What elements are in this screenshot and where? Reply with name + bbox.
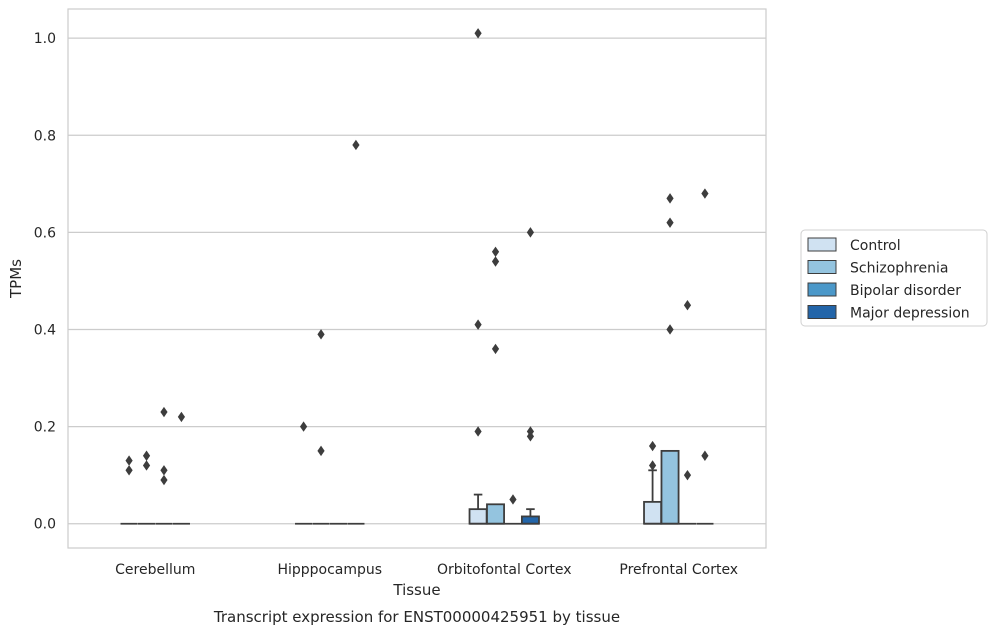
outlier-point — [160, 465, 168, 476]
box-major-depression — [696, 188, 714, 525]
x-tick-label: Cerebellum — [115, 562, 195, 578]
box-control — [120, 455, 138, 525]
outlier-point — [666, 217, 674, 228]
box-bipolar-disorder — [504, 494, 522, 525]
outlier-point — [474, 319, 482, 330]
x-tick-label: Prefrontal Cortex — [619, 562, 738, 578]
box-major-depression — [347, 139, 365, 525]
y-tick-labels: 0.0 0.2 0.4 0.6 0.8 1.0 — [34, 31, 56, 533]
box-body — [486, 503, 505, 525]
outlier-point — [160, 474, 168, 486]
y-tick-label: 0.6 — [34, 225, 56, 241]
outlier-point — [701, 188, 709, 199]
y-axis-label: TPMs — [7, 259, 25, 299]
legend-swatch — [807, 237, 837, 252]
x-tick-label: Hipppocampus — [277, 562, 382, 578]
outlier-point — [683, 300, 692, 311]
outlier-point — [177, 411, 186, 423]
outlier-point — [474, 28, 482, 39]
legend: Control Schizophrenia Bipolar disorder Majo… — [800, 229, 988, 327]
y-tick-label: 1.0 — [34, 31, 56, 47]
outlier-point — [125, 465, 133, 476]
outlier-point — [648, 460, 657, 471]
outlier-point — [666, 324, 674, 335]
box-schizophrenia — [137, 450, 156, 525]
legend-label: Bipolar disorder — [850, 283, 961, 299]
outlier-point — [491, 256, 500, 267]
box-control — [468, 28, 488, 525]
box-schizophrenia — [660, 193, 680, 525]
x-axis-label: Tissue — [392, 581, 440, 599]
box-body — [520, 515, 540, 525]
legend-swatch — [807, 305, 837, 319]
outlier-point — [317, 445, 325, 457]
legend-swatch — [807, 282, 837, 297]
y-tick-label: 0.4 — [34, 322, 56, 338]
box-major-depression — [520, 227, 540, 525]
y-tick-label: 0.8 — [34, 128, 56, 144]
chart-title: Transcript expression for ENST0000042595… — [213, 608, 620, 626]
y-tick-label: 0.0 — [34, 517, 56, 533]
legend-swatch — [807, 260, 837, 274]
outlier-point — [352, 139, 360, 151]
outlier-point — [142, 460, 151, 471]
outlier-point — [160, 406, 168, 418]
outlier-point — [474, 426, 482, 437]
legend-frame — [800, 229, 988, 327]
box-body — [468, 508, 488, 525]
outlier-point — [648, 440, 657, 452]
box-body — [643, 500, 663, 525]
box-schizophrenia — [312, 329, 330, 525]
outlier-point — [683, 469, 692, 481]
legend-label: Control — [850, 238, 901, 254]
plot-frame — [67, 8, 767, 549]
y-tick-label: 0.2 — [34, 420, 56, 436]
outlier-point — [526, 426, 535, 437]
box-schizophrenia — [486, 246, 505, 525]
x-tick-label: Orbitofontal Cortex — [437, 562, 572, 578]
outlier-point — [142, 450, 151, 461]
outlier-point — [491, 246, 500, 257]
box-major-depression — [172, 411, 190, 525]
legend-label: Major depression — [850, 306, 970, 322]
box-plots — [120, 28, 714, 525]
outlier-point — [491, 343, 500, 355]
outlier-point — [701, 450, 709, 461]
x-tick-labels: Cerebellum Hipppocampus Orbitofontal Corte… — [115, 562, 738, 578]
outlier-point — [666, 193, 674, 204]
outlier-point — [509, 494, 517, 505]
outlier-point — [526, 227, 535, 238]
box-bipolar-disorder — [155, 406, 173, 525]
box-bipolar-disorder — [678, 300, 697, 525]
outlier-point — [125, 455, 133, 466]
box-control — [295, 421, 313, 525]
outlier-point — [299, 421, 308, 432]
outlier-point — [317, 329, 325, 340]
box-body — [660, 449, 680, 525]
legend-label: Schizophrenia — [850, 261, 948, 277]
box-control — [643, 440, 663, 525]
